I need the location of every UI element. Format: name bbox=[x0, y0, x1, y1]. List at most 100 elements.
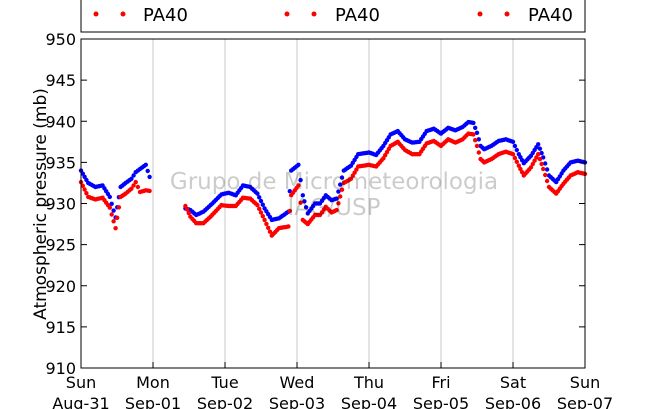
data-point bbox=[476, 150, 481, 155]
legend-marker bbox=[477, 11, 483, 17]
data-point bbox=[267, 229, 273, 234]
data-point bbox=[516, 163, 521, 168]
data-point bbox=[257, 195, 262, 200]
y-tick-label: 950 bbox=[45, 30, 76, 49]
legend-label-3: PA40 bbox=[528, 5, 573, 26]
data-point bbox=[474, 143, 480, 149]
data-point bbox=[147, 188, 152, 194]
x-tick-label-date: Sep-04 bbox=[341, 394, 397, 409]
y-tick-label: 920 bbox=[45, 277, 76, 296]
y-axis: 910 915 920 925 930 935 940 945 950 bbox=[45, 30, 585, 378]
data-point bbox=[471, 132, 476, 137]
data-point bbox=[109, 201, 114, 206]
data-point bbox=[473, 125, 478, 130]
data-point bbox=[286, 224, 291, 229]
data-point bbox=[287, 208, 292, 214]
legend-marker bbox=[311, 11, 317, 17]
data-point bbox=[257, 206, 262, 211]
data-point bbox=[302, 199, 307, 204]
data-point bbox=[107, 194, 113, 200]
x-tick-label-date: Sep-07 bbox=[557, 394, 613, 409]
data-point bbox=[512, 155, 518, 161]
data-point bbox=[544, 178, 550, 184]
y-tick-label: 925 bbox=[45, 236, 76, 255]
data-point bbox=[537, 146, 543, 151]
data-point bbox=[539, 161, 544, 167]
data-point bbox=[147, 174, 152, 180]
data-point bbox=[539, 150, 544, 156]
data-point bbox=[80, 183, 86, 188]
watermark: Grupo de Micrometeorologia IAG/USP bbox=[170, 169, 498, 221]
y-tick-label: 915 bbox=[45, 318, 76, 337]
x-tick-label-day: Sun bbox=[570, 373, 600, 392]
data-point bbox=[543, 161, 548, 166]
data-point bbox=[131, 183, 136, 188]
legend-box bbox=[80, 0, 586, 33]
data-point bbox=[339, 175, 345, 180]
data-point bbox=[300, 193, 305, 198]
data-point bbox=[537, 156, 543, 162]
y-tick-label: 940 bbox=[45, 112, 76, 131]
y-tick-label: 945 bbox=[45, 71, 76, 90]
data-point bbox=[145, 168, 150, 174]
data-point bbox=[116, 205, 122, 210]
data-point bbox=[543, 172, 548, 178]
data-point bbox=[514, 147, 519, 153]
data-point bbox=[298, 200, 303, 205]
data-point bbox=[258, 210, 264, 215]
legend-entry-3: PA40 bbox=[477, 5, 573, 26]
x-tick-label-day: Wed bbox=[280, 373, 315, 392]
data-point bbox=[143, 162, 148, 167]
series-0 bbox=[78, 131, 588, 238]
data-point bbox=[338, 194, 343, 199]
x-axis: Sun Aug-31 Mon Sep-01 Tue Sep-02 Wed Sep-03 Thu S… bbox=[52, 362, 613, 409]
x-tick-label-date: Sep-05 bbox=[413, 394, 469, 409]
data-point bbox=[184, 207, 190, 212]
data-point bbox=[260, 214, 265, 219]
x-tick-label-date: Sep-03 bbox=[269, 394, 325, 409]
data-point bbox=[532, 158, 537, 163]
series-1 bbox=[78, 119, 588, 223]
data-point bbox=[255, 191, 260, 196]
data-point bbox=[260, 202, 265, 207]
data-point bbox=[109, 212, 114, 217]
data-point bbox=[536, 142, 541, 147]
legend: PA40 PA40 PA40 bbox=[80, 0, 586, 33]
x-tick-label-date: Sep-06 bbox=[485, 394, 541, 409]
x-tick-label-day: Mon bbox=[136, 373, 170, 392]
data-point bbox=[107, 205, 113, 210]
data-point bbox=[334, 207, 339, 213]
data-point bbox=[264, 221, 269, 227]
legend-label-1: PA40 bbox=[143, 5, 188, 26]
data-point bbox=[133, 179, 138, 185]
data-point bbox=[82, 187, 87, 192]
x-tick-label-day: Sun bbox=[66, 373, 96, 392]
data-point bbox=[296, 162, 301, 167]
data-point bbox=[338, 182, 343, 187]
data-point bbox=[510, 152, 516, 157]
x-tick-label-day: Fri bbox=[431, 373, 450, 392]
data-point bbox=[336, 201, 341, 206]
legend-label-2: PA40 bbox=[335, 5, 380, 26]
data-point bbox=[514, 159, 519, 164]
data-point bbox=[471, 120, 476, 126]
x-tick-label-date: Sep-01 bbox=[125, 394, 181, 409]
data-point bbox=[528, 165, 534, 170]
data-point bbox=[129, 176, 134, 181]
x-tick-label-day: Tue bbox=[210, 373, 238, 392]
data-point bbox=[296, 183, 301, 188]
data-point bbox=[262, 217, 267, 223]
data-point bbox=[111, 219, 116, 224]
data-point bbox=[255, 202, 260, 208]
y-tick-label: 935 bbox=[45, 153, 76, 172]
data-point bbox=[266, 225, 271, 230]
data-point bbox=[84, 191, 89, 196]
x-tick-label-day: Thu bbox=[353, 373, 384, 392]
legend-entry-2: PA40 bbox=[284, 5, 380, 26]
data-point bbox=[258, 198, 264, 204]
x-tick-label-day: Sat bbox=[500, 373, 526, 392]
x-tick-label-date: Aug-31 bbox=[52, 394, 109, 409]
data-point bbox=[519, 170, 525, 175]
data-point bbox=[474, 130, 480, 135]
